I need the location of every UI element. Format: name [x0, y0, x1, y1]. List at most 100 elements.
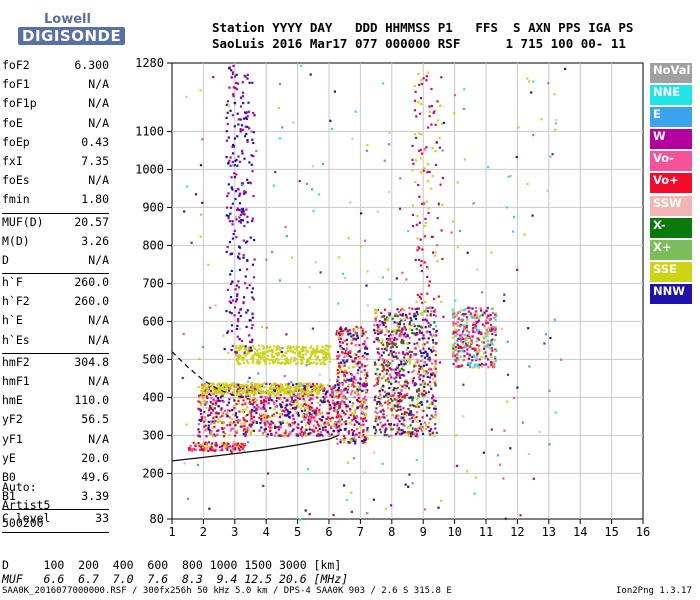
echo-marker [361, 330, 364, 333]
echo-marker [411, 307, 414, 310]
echo-marker [459, 345, 462, 349]
echo-marker [516, 268, 519, 271]
echo-marker [435, 330, 438, 333]
echo-marker [413, 133, 416, 136]
echo-marker [367, 437, 370, 440]
echo-marker [200, 412, 203, 415]
echo-marker [473, 317, 476, 320]
echo-marker [376, 324, 379, 327]
echo-marker [250, 130, 253, 133]
echo-marker [413, 313, 416, 316]
echo-marker [393, 321, 396, 324]
echo-marker [348, 371, 351, 374]
echo-marker [255, 412, 258, 415]
echo-marker [358, 356, 361, 360]
echo-marker [466, 470, 469, 473]
echo-marker [389, 333, 392, 336]
echo-marker [241, 152, 244, 155]
echo-marker [283, 435, 286, 438]
echo-marker [374, 432, 377, 435]
echo-marker [254, 351, 257, 354]
echo-marker [391, 341, 394, 344]
echo-marker [474, 348, 477, 351]
echo-marker [365, 407, 368, 410]
echo-marker [381, 347, 384, 351]
echo-marker [426, 406, 429, 409]
echo-marker [273, 360, 276, 363]
echo-marker [335, 437, 339, 441]
echo-marker [423, 224, 426, 228]
echo-marker [403, 431, 407, 434]
echo-marker [506, 340, 509, 343]
echo-marker [219, 399, 222, 403]
echo-marker [258, 348, 261, 351]
echo-marker [463, 324, 466, 327]
echo-marker [356, 428, 359, 431]
echo-marker [331, 391, 334, 394]
echo-marker [454, 335, 457, 338]
echo-marker [398, 326, 401, 329]
echo-marker [241, 182, 244, 185]
echo-marker [398, 395, 401, 398]
echo-marker [301, 353, 304, 357]
echo-marker [362, 417, 365, 420]
echo-marker [477, 365, 480, 368]
echo-marker [264, 350, 267, 353]
echo-marker [385, 349, 388, 352]
echo-marker [303, 392, 306, 395]
echo-marker [392, 350, 395, 353]
echo-marker [238, 327, 241, 330]
y-tick-label: 500 [142, 352, 164, 366]
echo-marker [308, 399, 311, 402]
echo-marker [428, 330, 432, 334]
echo-marker [418, 221, 421, 224]
echo-marker [225, 139, 228, 142]
echo-marker [361, 365, 364, 368]
echo-marker [207, 420, 210, 423]
echo-marker [465, 336, 468, 339]
echo-marker [336, 442, 339, 445]
echo-marker [197, 428, 200, 431]
echo-marker [304, 389, 307, 392]
echo-marker [433, 321, 436, 324]
echo-marker [230, 301, 233, 304]
param-name: yF2 [2, 412, 23, 427]
echo-marker [324, 429, 327, 432]
x-tick-label: 11 [479, 525, 493, 539]
echo-marker [269, 350, 272, 353]
echo-marker [185, 423, 188, 426]
echo-marker [238, 202, 241, 205]
echo-marker [411, 225, 415, 228]
echo-marker [430, 387, 433, 390]
echo-marker [240, 444, 243, 447]
echo-marker [393, 329, 396, 332]
echo-marker [427, 425, 430, 429]
echo-marker [434, 360, 437, 363]
echo-marker [339, 341, 342, 344]
echo-marker [459, 337, 462, 340]
echo-marker [351, 432, 354, 435]
echo-marker [426, 292, 429, 295]
echo-marker [528, 365, 531, 368]
echo-marker [313, 419, 317, 422]
echo-marker [475, 320, 478, 324]
echo-marker [325, 391, 328, 394]
echo-marker [548, 443, 551, 446]
echo-marker [183, 210, 186, 213]
echo-marker [559, 358, 563, 361]
echo-marker [308, 382, 311, 385]
echo-marker [225, 382, 228, 385]
param-row: D N/A [2, 253, 109, 272]
echo-marker [252, 131, 255, 134]
echo-marker [490, 338, 493, 342]
echo-marker [342, 402, 345, 405]
echo-marker [438, 361, 442, 364]
echo-marker [342, 347, 345, 351]
echo-marker [238, 252, 241, 255]
echo-marker [384, 423, 387, 426]
echo-marker [210, 404, 213, 408]
echo-marker [227, 136, 230, 139]
echo-marker [259, 422, 262, 425]
echo-marker [410, 412, 413, 415]
echo-marker [354, 344, 357, 347]
